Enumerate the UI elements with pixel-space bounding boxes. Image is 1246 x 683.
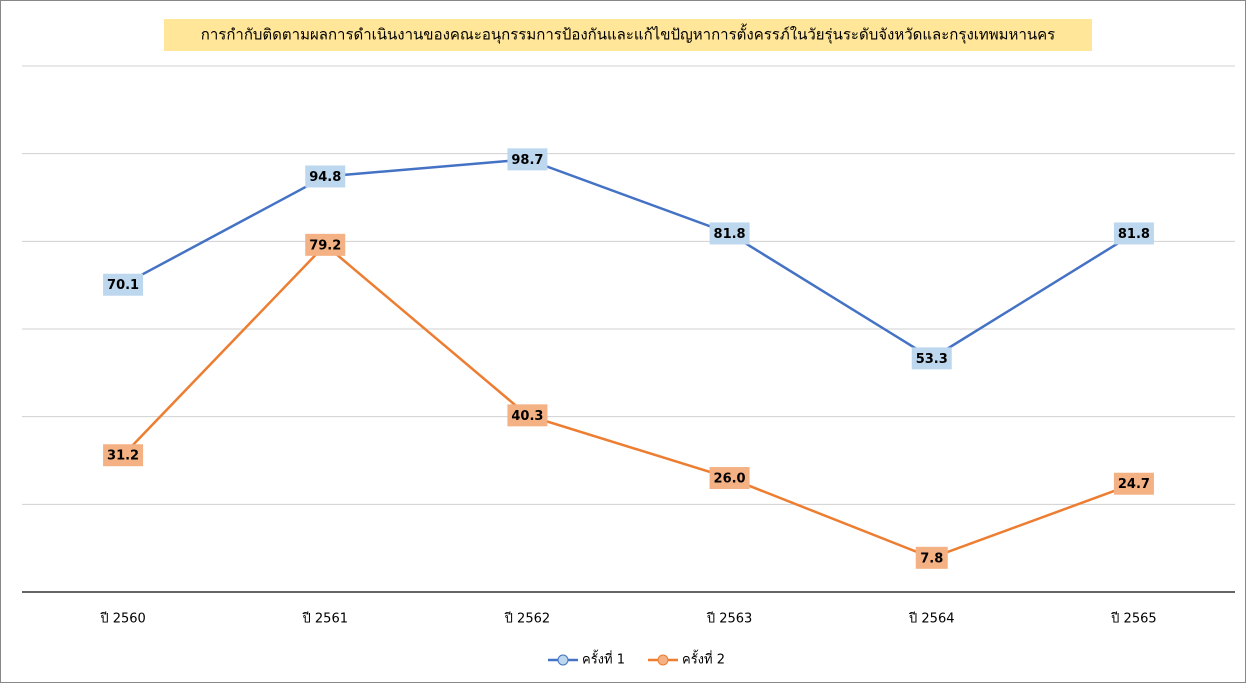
series-line bbox=[122, 243, 1135, 560]
value-label-box bbox=[1113, 222, 1154, 245]
x-tick-label: ปี 2563 bbox=[706, 611, 752, 627]
x-tick-label: ปี 2564 bbox=[908, 611, 954, 627]
value-label-box bbox=[507, 404, 548, 427]
x-tick-label: ปี 2561 bbox=[301, 611, 347, 627]
x-tick-label: ปี 2565 bbox=[1110, 611, 1156, 627]
value-label-box bbox=[305, 233, 346, 256]
value-label-box bbox=[911, 347, 952, 370]
value-label-box bbox=[507, 148, 548, 171]
value-label: 24.7 bbox=[1118, 477, 1150, 492]
value-label: 40.3 bbox=[511, 409, 543, 424]
legend-marker bbox=[657, 654, 669, 666]
value-label: 94.8 bbox=[309, 170, 341, 185]
value-label-box bbox=[305, 165, 346, 188]
value-label: 98.7 bbox=[511, 153, 543, 168]
x-tick-label: ปี 2562 bbox=[504, 611, 550, 627]
value-label-box bbox=[1113, 472, 1154, 495]
x-tick-label: ปี 2560 bbox=[99, 611, 145, 627]
value-label: 31.2 bbox=[107, 449, 139, 464]
value-label: 81.8 bbox=[714, 227, 746, 242]
value-label-box bbox=[709, 222, 750, 245]
value-label-box bbox=[709, 467, 750, 490]
value-label: 79.2 bbox=[309, 238, 341, 253]
value-label: 81.8 bbox=[1118, 227, 1150, 242]
value-label: 7.8 bbox=[920, 551, 943, 566]
legend-label: ครั้งที่ 1 bbox=[582, 650, 625, 668]
chart-title: การกำกับติดตามผลการดำเนินงานของคณะอนุกรร… bbox=[201, 24, 1055, 45]
value-label: 53.3 bbox=[916, 352, 948, 367]
legend-marker bbox=[557, 654, 569, 666]
value-label-box bbox=[915, 546, 948, 569]
series-line bbox=[122, 158, 1135, 360]
value-label: 26.0 bbox=[714, 472, 746, 487]
legend-label: ครั้งที่ 2 bbox=[682, 650, 725, 668]
value-label: 70.1 bbox=[107, 278, 139, 293]
value-label-box bbox=[103, 273, 144, 296]
value-label-box bbox=[103, 444, 144, 467]
title-box bbox=[164, 19, 1092, 51]
